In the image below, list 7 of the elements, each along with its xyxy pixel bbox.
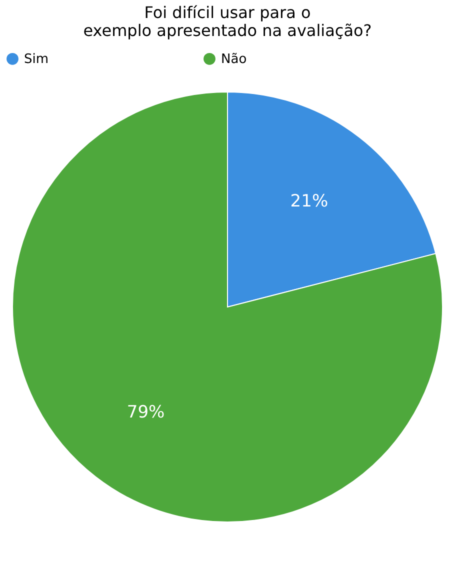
- data-label: 21%: [290, 192, 328, 212]
- text: exemplo apresentado na avaliação?: [83, 21, 372, 40]
- legend-label: Sim: [24, 52, 49, 67]
- text: Foi difícil usar para o: [144, 3, 311, 22]
- legend-label: Não: [221, 52, 247, 67]
- pie-slice: [12, 92, 443, 522]
- data-label: 79%: [126, 402, 165, 422]
